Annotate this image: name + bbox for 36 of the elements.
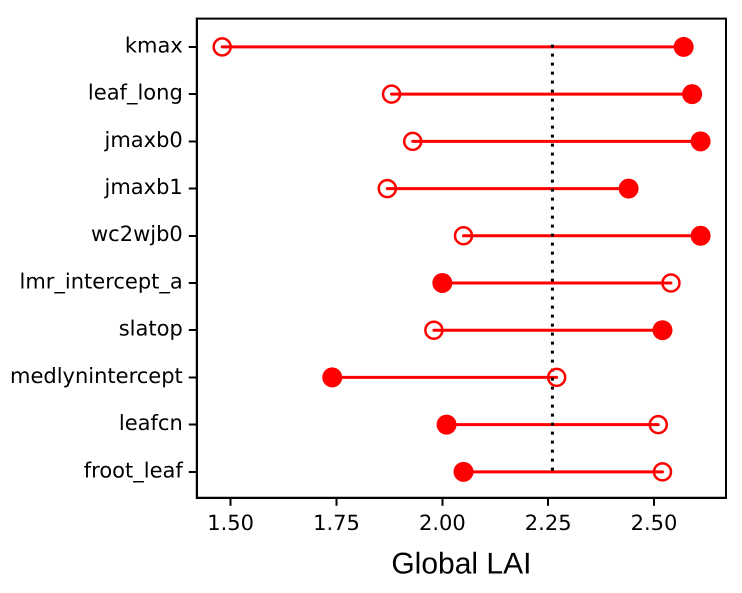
y-tick-label: slatop bbox=[118, 316, 183, 341]
y-tick-label: kmax bbox=[124, 33, 183, 58]
point bbox=[454, 462, 474, 482]
y-tick-label: wc2wjb0 bbox=[90, 222, 183, 246]
point bbox=[652, 462, 672, 482]
y-tick-label: froot_leaf bbox=[84, 458, 184, 482]
y-tick-label: jmaxb0 bbox=[103, 128, 183, 152]
x-tick-label: 1.50 bbox=[207, 510, 254, 535]
y-tick-label: jmaxb1 bbox=[103, 175, 183, 200]
point bbox=[546, 368, 566, 388]
point bbox=[618, 178, 639, 199]
point bbox=[378, 178, 398, 198]
point bbox=[424, 320, 444, 340]
point bbox=[382, 84, 402, 104]
x-tick-label: 2.25 bbox=[524, 510, 572, 535]
point bbox=[690, 131, 711, 152]
point bbox=[402, 132, 422, 152]
x-tick-label: 2.50 bbox=[630, 510, 678, 535]
point bbox=[322, 367, 342, 388]
x-tick-label: 2.00 bbox=[418, 510, 466, 535]
point bbox=[674, 36, 694, 57]
x-tick-label: 1.75 bbox=[313, 510, 360, 535]
point bbox=[690, 226, 711, 246]
point bbox=[212, 37, 232, 57]
y-tick-label: lmr_intercept_a bbox=[19, 269, 183, 294]
x-axis-title: Global LAI bbox=[391, 547, 532, 580]
point bbox=[648, 414, 668, 434]
point bbox=[454, 226, 474, 246]
y-tick-label: medlynintercept bbox=[10, 364, 183, 388]
point bbox=[432, 272, 452, 293]
point bbox=[661, 273, 681, 293]
point bbox=[436, 414, 457, 435]
point bbox=[652, 320, 672, 340]
point bbox=[682, 84, 702, 104]
y-tick-label: leafcn bbox=[118, 411, 183, 436]
y-tick-label: leaf_long bbox=[88, 80, 183, 105]
